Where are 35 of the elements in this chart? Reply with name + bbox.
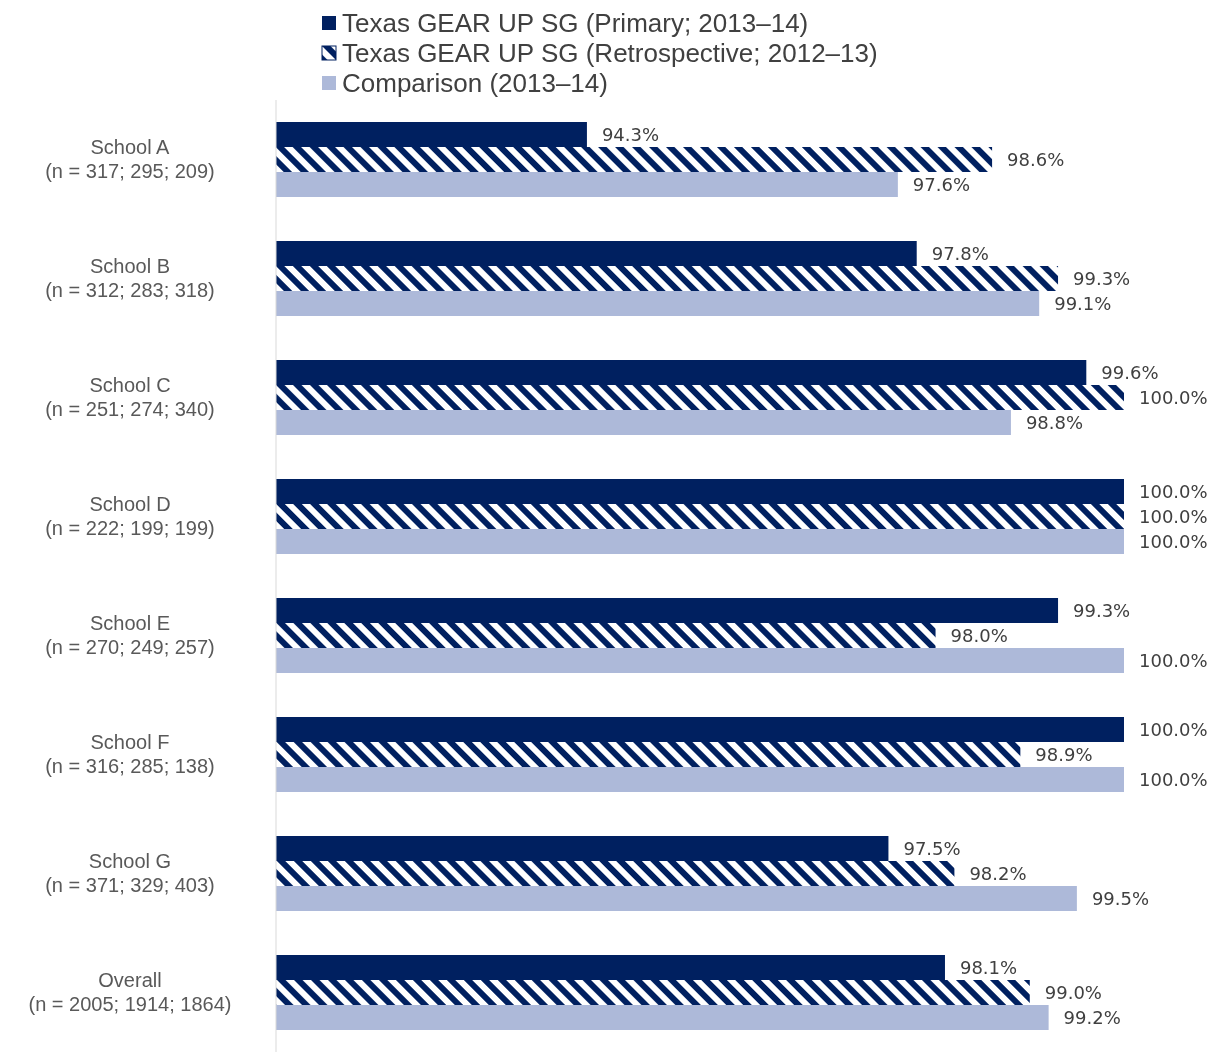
y-tick-label: School E (n = 270; 249; 257) — [45, 611, 215, 658]
data-label: 99.0% — [1044, 981, 1102, 1003]
data-label: 97.6% — [912, 173, 971, 195]
data-label: 98.1% — [959, 956, 1018, 978]
data-label: 100.0% — [1139, 386, 1208, 408]
legend-label: Texas GEAR UP SG (Primary; 2013–14) — [342, 8, 809, 38]
data-label: 98.2% — [969, 862, 1027, 884]
data-label: 99.1% — [1054, 292, 1112, 314]
data-label: 99.6% — [1101, 361, 1159, 383]
y-tick-label: School C (n = 251; 274; 340) — [45, 373, 215, 420]
data-label: 99.2% — [1063, 1006, 1121, 1028]
data-label: 99.3% — [1073, 599, 1131, 621]
data-label: 97.8% — [931, 242, 989, 264]
data-label: 99.3% — [1073, 267, 1131, 289]
data-label: 98.8% — [1025, 411, 1084, 433]
data-label: 100.0% — [1139, 530, 1208, 552]
data-label: 94.3% — [601, 123, 660, 145]
legend-label: Texas GEAR UP SG (Retrospective; 2012–13) — [342, 38, 878, 68]
y-tick-label: School F (n = 316; 285; 138) — [45, 730, 215, 777]
y-tick-label: School D (n = 222; 199; 199) — [45, 492, 215, 539]
y-tick-label: School A (n = 317; 295; 209) — [45, 135, 215, 182]
data-label: 98.9% — [1035, 743, 1093, 765]
data-label: 100.0% — [1139, 718, 1208, 740]
data-label: 97.5% — [903, 837, 961, 859]
data-label: 100.0% — [1139, 480, 1208, 502]
legend-label: Comparison (2013–14) — [342, 68, 608, 98]
data-label: 100.0% — [1139, 768, 1208, 790]
y-tick-label: Overall (n = 2005; 1914; 1864) — [28, 968, 232, 1015]
y-tick-label: School B (n = 312; 283; 318) — [45, 254, 215, 301]
data-label: 100.0% — [1139, 505, 1208, 527]
data-label: 98.6% — [1007, 148, 1065, 170]
data-label: 99.5% — [1091, 887, 1150, 909]
y-tick-label: School G (n = 371; 329; 403) — [45, 849, 215, 896]
data-label: 100.0% — [1139, 649, 1208, 671]
data-label: 98.0% — [950, 624, 1008, 646]
